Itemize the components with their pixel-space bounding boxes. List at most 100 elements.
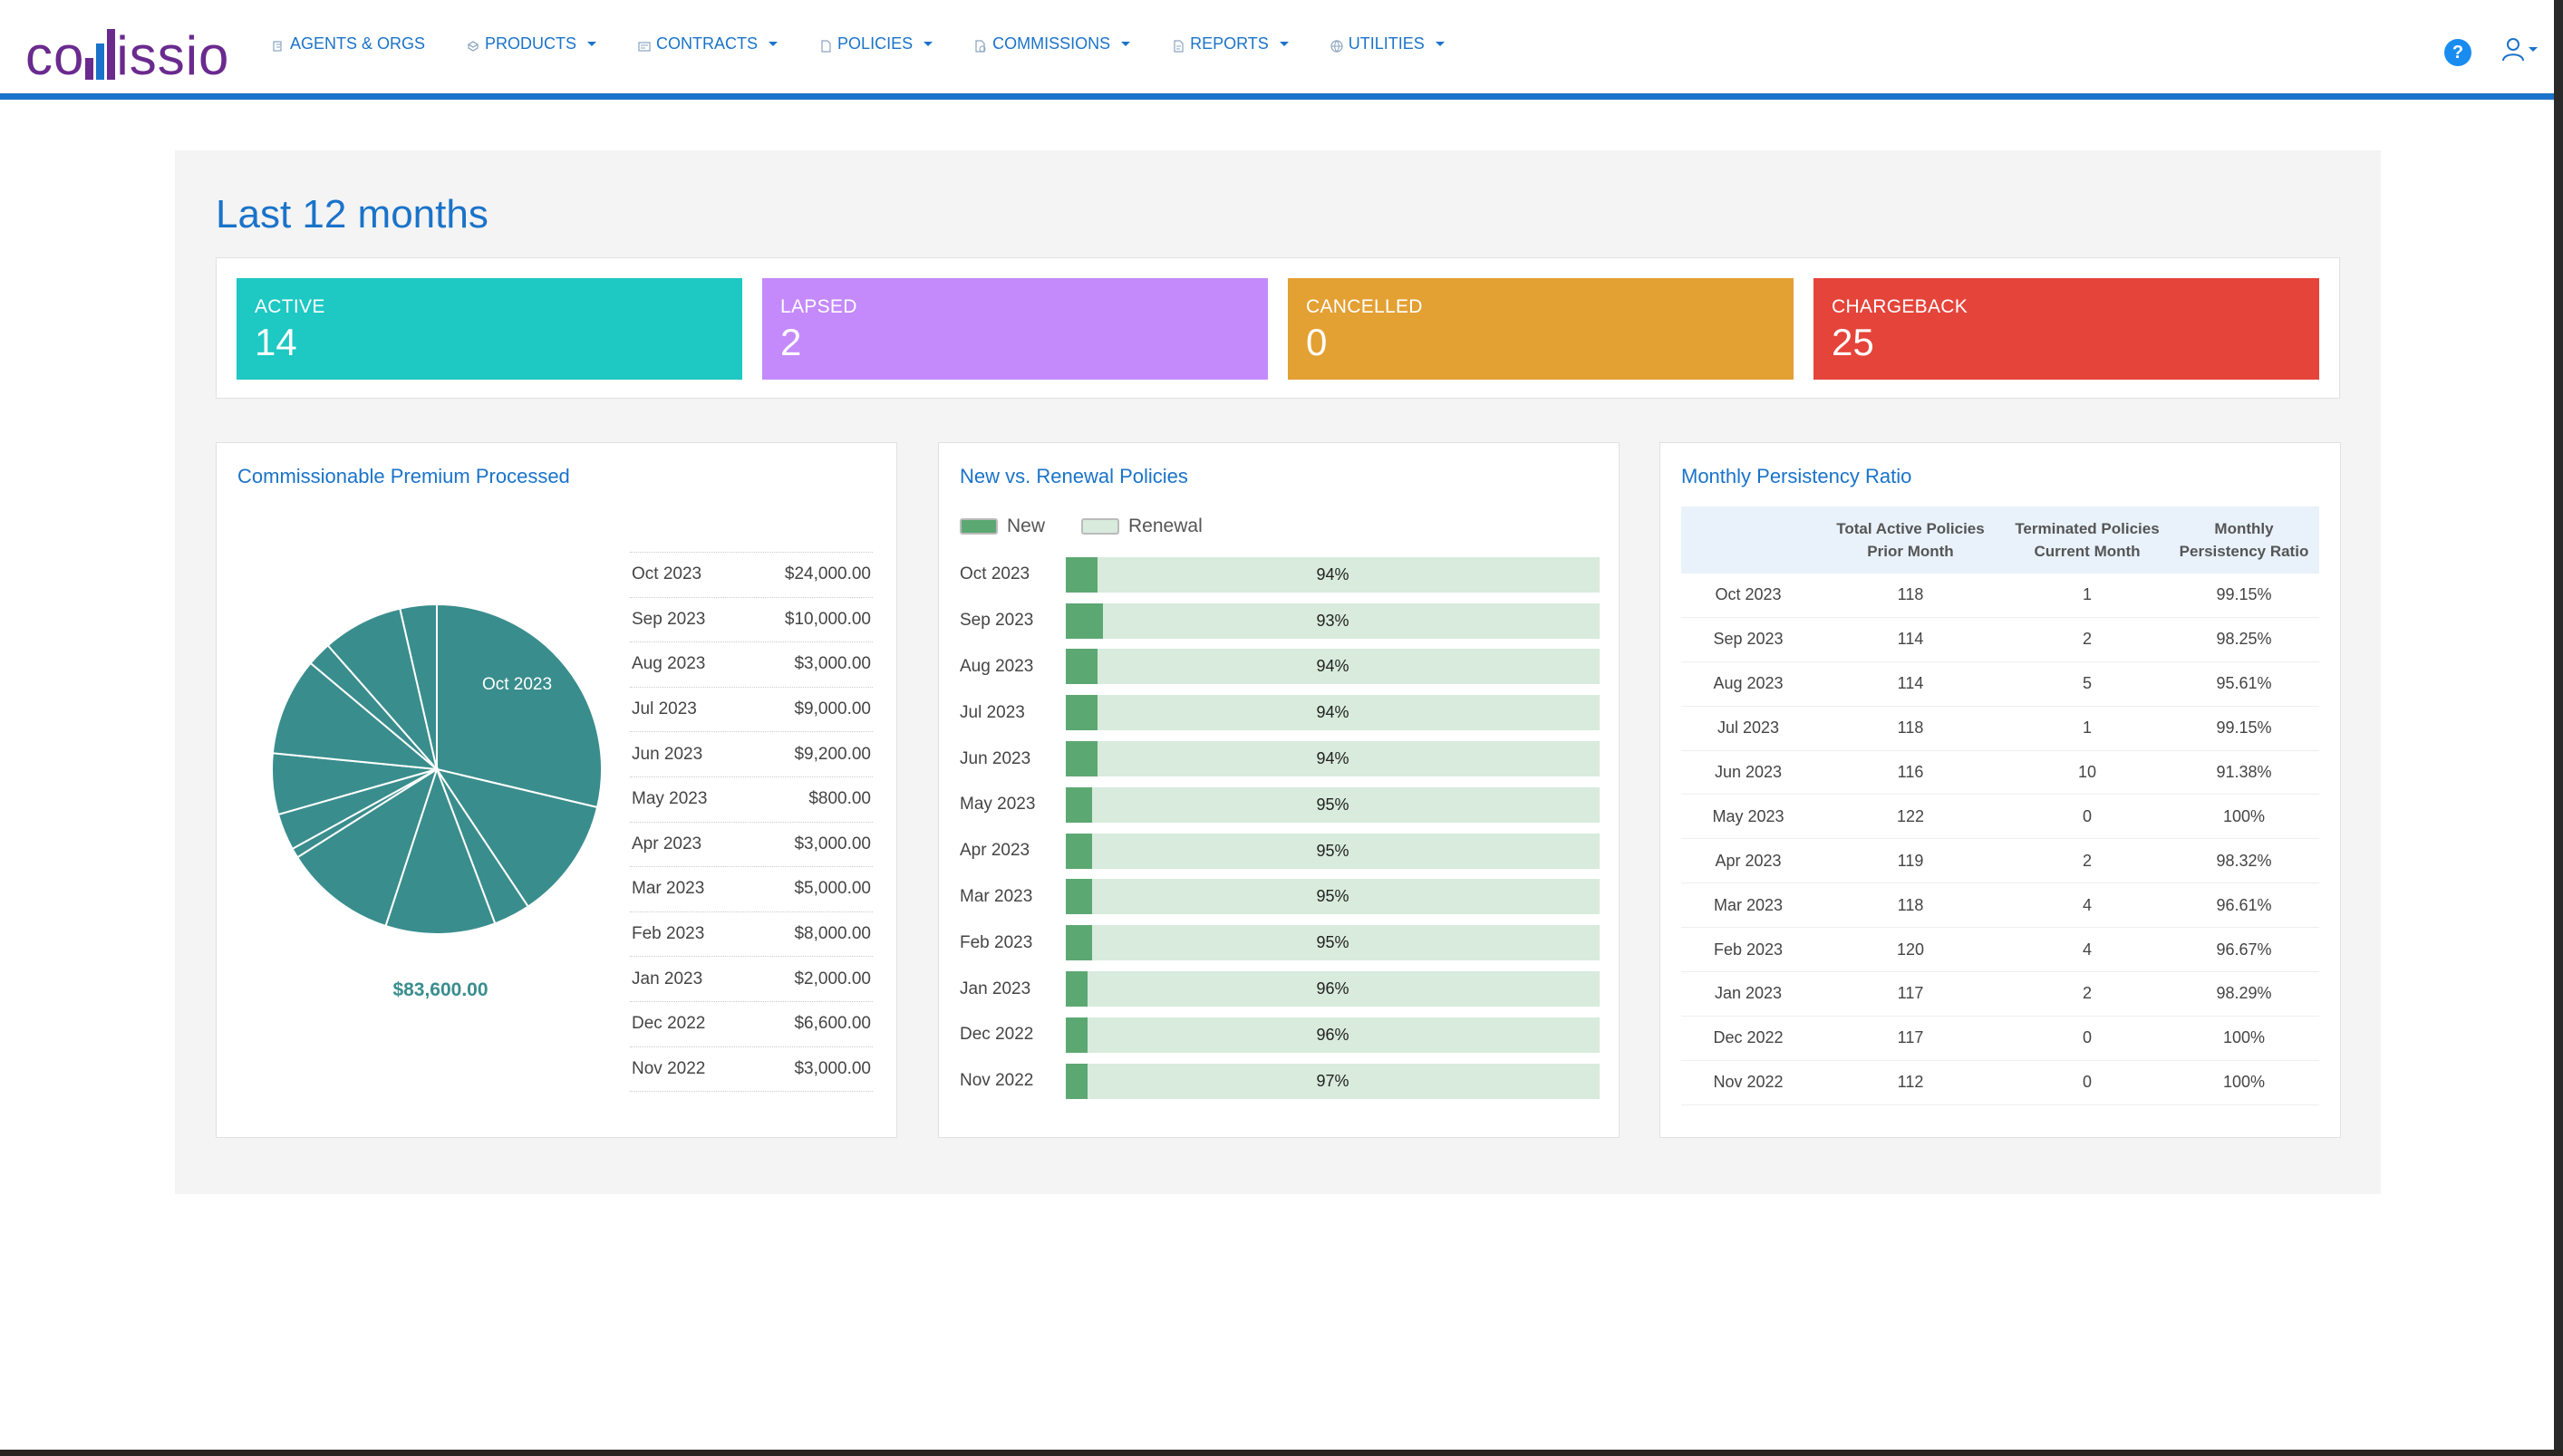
new-bar[interactable] bbox=[1066, 833, 1093, 869]
pie-slice-oct-2023[interactable] bbox=[436, 603, 603, 809]
table-row: Jan 2023 117 2 98.29% bbox=[1681, 971, 2319, 1017]
nav-policies[interactable]: POLICIES bbox=[819, 34, 933, 53]
bar-month-label: Mar 2023 bbox=[960, 886, 1033, 906]
list-item: Dec 2022 $6,600.00 bbox=[630, 1002, 873, 1047]
status-value: 0 bbox=[1306, 321, 1328, 363]
renewal-bar[interactable]: 96% bbox=[1066, 971, 1600, 1008]
table-cell: 116 bbox=[1815, 750, 2006, 795]
renewal-bar[interactable]: 94% bbox=[1066, 556, 1600, 593]
bar-month-label: Feb 2023 bbox=[960, 932, 1033, 952]
nav-commissions[interactable]: COMMISSIONS bbox=[974, 34, 1131, 53]
list-item: Aug 2023 $3,000.00 bbox=[630, 642, 873, 688]
nav-utilities[interactable]: UTILITIES bbox=[1330, 34, 1445, 53]
nav-reports[interactable]: REPORTS bbox=[1172, 34, 1289, 53]
bar-row: Aug 2023 94% bbox=[960, 644, 1600, 690]
legend-renewal[interactable]: Renewal bbox=[1081, 516, 1203, 537]
persistency-panel: Monthly Persistency Ratio Total Active P… bbox=[1659, 442, 2341, 1138]
new-bar[interactable] bbox=[1066, 695, 1098, 731]
premium-total: $83,600.00 bbox=[392, 979, 488, 1000]
table-row: Dec 2022 117 0 100% bbox=[1681, 1016, 2319, 1061]
premium-month: Aug 2023 bbox=[632, 654, 706, 674]
pie-slice-feb-2023[interactable] bbox=[271, 661, 440, 771]
renewal-bar[interactable]: 93% bbox=[1066, 603, 1600, 639]
logo-bars-icon bbox=[85, 29, 116, 80]
premium-pie-chart[interactable]: Oct 2023 bbox=[256, 588, 618, 950]
table-cell: 96.67% bbox=[2169, 927, 2319, 973]
status-label: LAPSED bbox=[780, 296, 857, 317]
bar-row: Jul 2023 94% bbox=[960, 689, 1600, 736]
renewal-bar[interactable]: 96% bbox=[1066, 1017, 1600, 1053]
status-card-lapsed[interactable]: LAPSED 2 bbox=[762, 278, 1268, 380]
bar-month-label: Dec 2022 bbox=[960, 1025, 1034, 1045]
new-renewal-panel-title: New vs. Renewal Policies bbox=[960, 465, 1188, 487]
status-card-cancelled[interactable]: CANCELLED 0 bbox=[1288, 278, 1794, 380]
renewal-bar[interactable]: 94% bbox=[1066, 741, 1600, 777]
new-renewal-panel: New vs. Renewal Policies New Renewal Oct… bbox=[938, 442, 1620, 1138]
new-bar[interactable] bbox=[1066, 603, 1104, 639]
renewal-bar[interactable]: 95% bbox=[1066, 879, 1600, 915]
commissions-icon bbox=[974, 38, 987, 53]
table-cell: Dec 2022 bbox=[1681, 1016, 1815, 1061]
table-row: Feb 2023 120 4 96.67% bbox=[1681, 927, 2319, 973]
nav-label: COMMISSIONS bbox=[992, 34, 1111, 53]
new-bar[interactable] bbox=[1066, 786, 1093, 823]
renewal-pct-label: 96% bbox=[1316, 979, 1349, 998]
renewal-bar[interactable]: 94% bbox=[1066, 695, 1600, 731]
chevron-down-icon bbox=[924, 42, 933, 46]
pie-slice-sep-2023[interactable] bbox=[434, 767, 599, 908]
table-cell: 118 bbox=[1815, 574, 2006, 618]
pie-slice-jul-2023[interactable] bbox=[384, 766, 497, 935]
status-card-chargeback[interactable]: CHARGEBACK 25 bbox=[1813, 278, 2319, 380]
bar-row: Apr 2023 95% bbox=[960, 828, 1600, 874]
persistency-panel-title: Monthly Persistency Ratio bbox=[1681, 465, 1912, 487]
nav-contracts[interactable]: CONTRACTS bbox=[638, 34, 779, 53]
premium-month: Jan 2023 bbox=[632, 969, 703, 988]
renewal-bar[interactable]: 95% bbox=[1066, 925, 1600, 961]
status-card-active[interactable]: ACTIVE 14 bbox=[237, 278, 742, 380]
table-cell: 112 bbox=[1815, 1060, 2006, 1105]
contracts-icon bbox=[638, 38, 651, 52]
new-bar[interactable] bbox=[1066, 1063, 1088, 1099]
nav-agents-orgs[interactable]: AGENTS & ORGS bbox=[272, 34, 425, 53]
table-cell: May 2023 bbox=[1681, 794, 1815, 840]
products-icon bbox=[467, 38, 479, 52]
new-bar[interactable] bbox=[1066, 1017, 1088, 1053]
table-header-line: Persistency Ratio bbox=[2179, 543, 2309, 560]
nav-products[interactable]: PRODUCTS bbox=[467, 34, 597, 53]
renewal-bar[interactable]: 94% bbox=[1066, 649, 1600, 685]
table-cell: 10 bbox=[2006, 750, 2169, 795]
table-cell: Sep 2023 bbox=[1681, 617, 1815, 662]
pie-slice-jun-2023[interactable] bbox=[295, 767, 439, 928]
user-menu[interactable] bbox=[2501, 36, 2538, 62]
commissio-logo[interactable]: co issio bbox=[25, 20, 229, 83]
new-bar[interactable] bbox=[1066, 741, 1098, 777]
new-bar[interactable] bbox=[1066, 971, 1088, 1008]
new-bar[interactable] bbox=[1066, 879, 1093, 915]
table-row: Jul 2023 118 1 99.15% bbox=[1681, 706, 2319, 751]
table-cell: 1 bbox=[2006, 706, 2169, 751]
table-cell: Jun 2023 bbox=[1681, 750, 1815, 795]
help-button[interactable]: ? bbox=[2444, 39, 2471, 66]
persistency-table: Total Active Policies Prior Month Terminat… bbox=[1681, 506, 2319, 1105]
status-label: ACTIVE bbox=[255, 296, 325, 317]
premium-amount: $2,000.00 bbox=[794, 969, 871, 988]
list-item: Jan 2023 $2,000.00 bbox=[630, 957, 873, 1002]
renewal-bar[interactable]: 97% bbox=[1066, 1063, 1600, 1099]
pie-slice-dec-2022[interactable] bbox=[326, 607, 438, 770]
legend-new[interactable]: New bbox=[960, 516, 1045, 537]
new-bar[interactable] bbox=[1066, 556, 1098, 593]
renewal-bar[interactable]: 95% bbox=[1066, 833, 1600, 869]
list-item: Nov 2022 $3,000.00 bbox=[630, 1047, 873, 1093]
premium-month: Jul 2023 bbox=[632, 699, 697, 719]
pie-slice-nov-2022[interactable] bbox=[399, 603, 438, 770]
bar-month-label: Jul 2023 bbox=[960, 702, 1025, 722]
new-bar[interactable] bbox=[1066, 649, 1098, 685]
new-bar[interactable] bbox=[1066, 925, 1093, 961]
nav-label: POLICIES bbox=[837, 34, 914, 53]
table-header bbox=[1681, 506, 1815, 574]
renewal-bar[interactable]: 95% bbox=[1066, 786, 1600, 823]
table-row: Nov 2022 112 0 100% bbox=[1681, 1060, 2319, 1105]
bar-month-label: Aug 2023 bbox=[960, 656, 1034, 676]
globe-icon bbox=[1330, 38, 1343, 53]
renewal-pct-label: 93% bbox=[1316, 611, 1349, 630]
